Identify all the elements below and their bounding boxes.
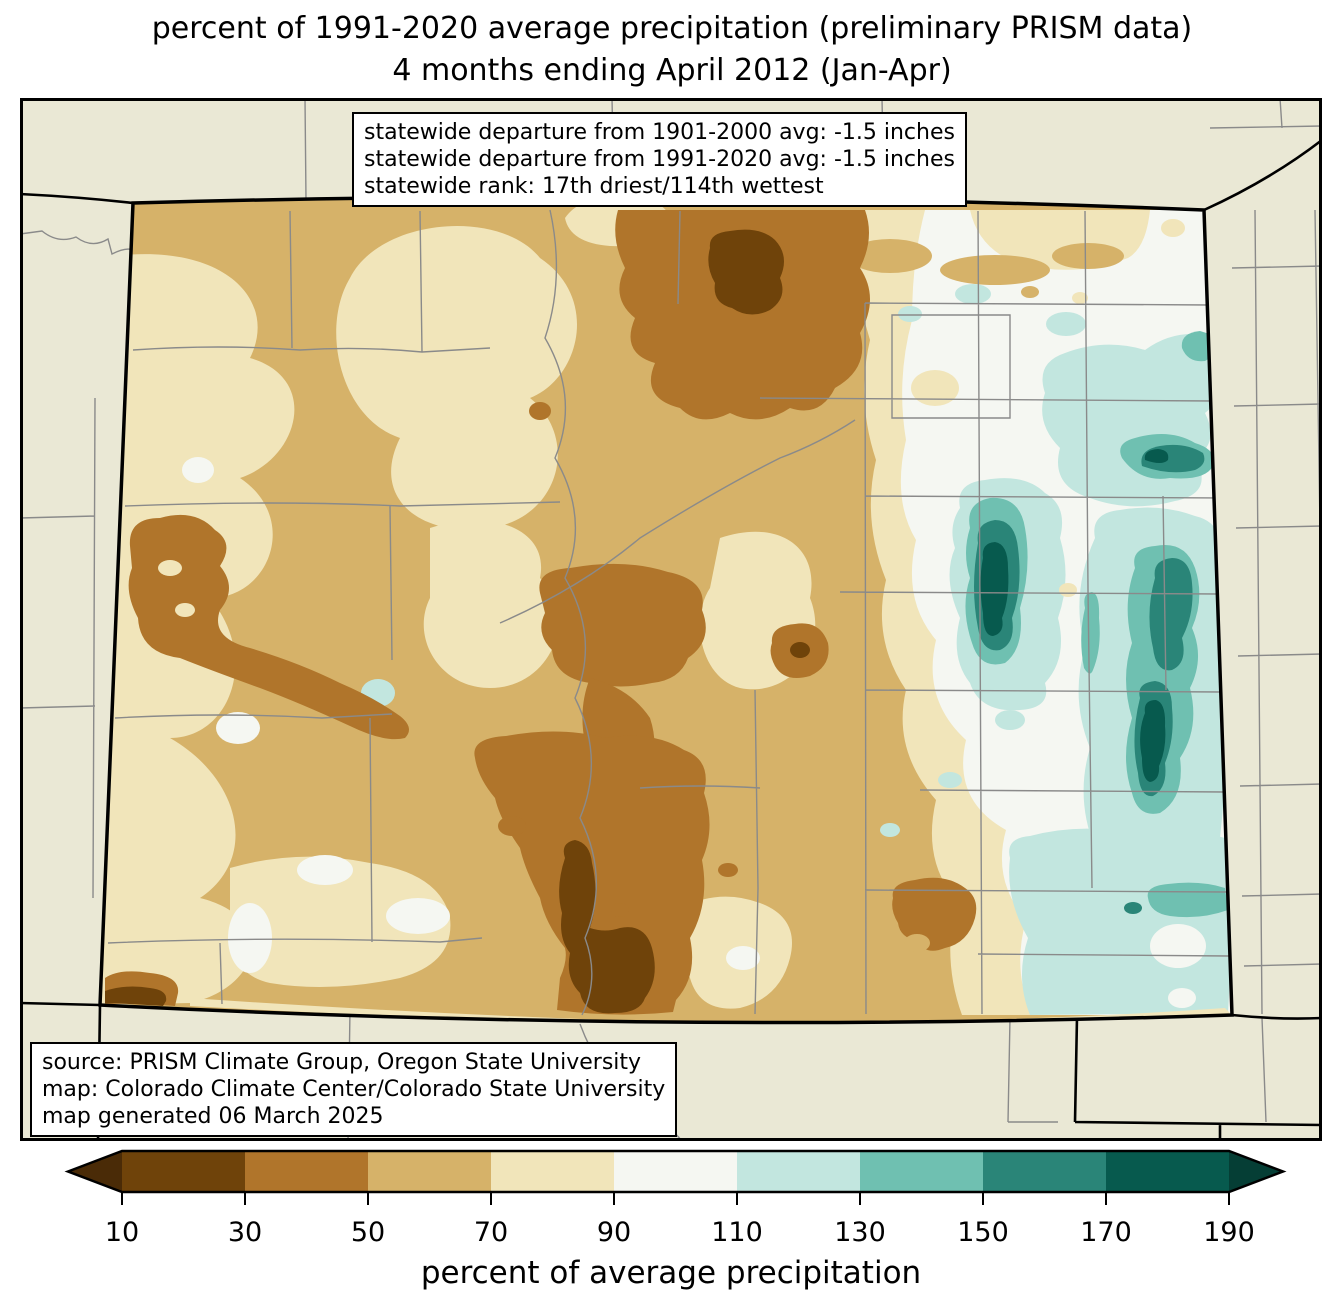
source-line-1: source: PRISM Climate Group, Oregon Stat… <box>42 1050 642 1075</box>
source-line-2: map: Colorado Climate Center/Colorado St… <box>42 1077 666 1102</box>
colorado-county-lines <box>107 209 1230 1016</box>
svg-text:50: 50 <box>351 1217 385 1248</box>
contour-white-spots <box>182 457 1206 1008</box>
contour-tan-patches-ne <box>848 239 1124 298</box>
map-panel: statewide departure from 1901-2000 avg: … <box>20 98 1322 1141</box>
map-frame <box>20 98 1322 1141</box>
svg-text:90: 90 <box>597 1217 631 1248</box>
colorbar-segments <box>64 1149 1287 1194</box>
source-line-3: map generated 06 March 2025 <box>42 1104 384 1129</box>
title-line-2: 4 months ending April 2012 (Jan-Apr) <box>392 53 952 88</box>
contour-holes <box>158 560 930 952</box>
source-box: source: PRISM Climate Group, Oregon Stat… <box>30 1042 678 1137</box>
colorbar: 10 30 50 70 90 110 130 150 170 190 percent of ave… <box>20 1143 1322 1299</box>
colorbar-ticks: 10 30 50 70 90 110 130 150 170 190 <box>105 1192 1255 1248</box>
contour-dark-brown <box>105 229 810 1014</box>
svg-text:70: 70 <box>474 1217 508 1248</box>
stats-box: statewide departure from 1901-2000 avg: … <box>352 112 967 207</box>
svg-text:10: 10 <box>105 1217 139 1248</box>
colorbar-svg: 10 30 50 70 90 110 130 150 170 190 percent of ave… <box>64 1149 1287 1291</box>
svg-text:190: 190 <box>1203 1217 1255 1248</box>
svg-text:110: 110 <box>711 1217 763 1248</box>
colorado-precipitation-map <box>20 98 1322 1141</box>
contour-cream-strip-south <box>190 998 1232 1023</box>
svg-text:130: 130 <box>834 1217 886 1248</box>
svg-text:150: 150 <box>957 1217 1009 1248</box>
stats-line-3: statewide rank: 17th driest/114th wettes… <box>364 174 824 199</box>
stats-line-2: statewide departure from 1991-2020 avg: … <box>364 147 955 172</box>
title-line-1: percent of 1991-2020 average precipitati… <box>151 11 1193 46</box>
svg-text:170: 170 <box>1080 1217 1132 1248</box>
svg-text:30: 30 <box>228 1217 262 1248</box>
figure-title: percent of 1991-2020 average precipitati… <box>0 8 1344 92</box>
stats-line-1: statewide departure from 1901-2000 avg: … <box>364 120 955 145</box>
colorbar-axis-label: percent of average precipitation <box>421 1255 921 1291</box>
contour-deep-teal <box>980 449 1169 782</box>
precipitation-contours <box>100 196 1232 1023</box>
